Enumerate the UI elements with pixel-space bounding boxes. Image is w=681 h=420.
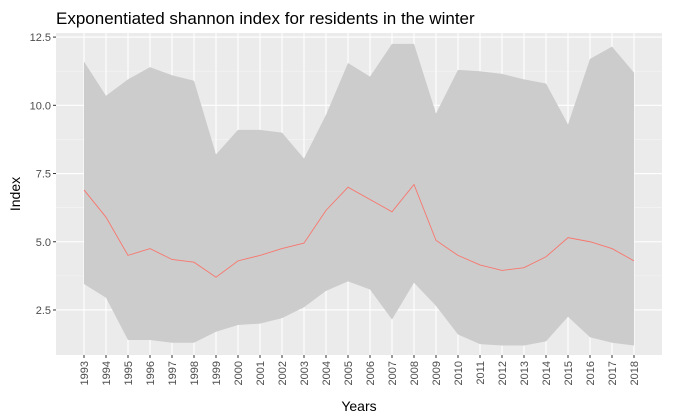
x-tick-label: 2003 <box>299 361 311 385</box>
x-tick-label: 2018 <box>629 361 641 385</box>
data-point <box>567 236 570 239</box>
x-tick-label: 1995 <box>123 361 135 385</box>
data-point <box>127 254 130 257</box>
data-point <box>171 258 174 261</box>
y-tick-label: 7.5 <box>36 169 51 181</box>
x-tick-label: 2007 <box>387 361 399 385</box>
y-axis: 2.5 5.0 7.5 10.0 12.5 <box>30 32 56 317</box>
x-tick-label: 2014 <box>541 361 553 385</box>
data-point <box>215 276 218 279</box>
x-tick-label: 2005 <box>343 361 355 385</box>
data-point <box>413 183 416 186</box>
chart-title: Exponentiated shannon index for resident… <box>56 9 475 28</box>
x-tick-label: 1997 <box>167 361 179 385</box>
x-tick-label: 2010 <box>453 361 465 385</box>
y-tick-label: 5.0 <box>36 237 51 249</box>
x-axis-title: Years <box>341 398 376 414</box>
series-layer <box>83 43 636 346</box>
data-point <box>479 263 482 266</box>
data-point <box>545 255 548 258</box>
data-point <box>369 198 372 201</box>
y-tick-label: 12.5 <box>30 32 51 44</box>
x-tick-label: 2008 <box>409 361 421 385</box>
data-point <box>149 247 152 250</box>
data-point <box>105 216 108 219</box>
x-axis: 1993 1994 1995 1996 1997 1998 1999 2000 2001 2002… <box>79 355 641 385</box>
data-point <box>523 266 526 269</box>
x-tick-label: 2001 <box>255 361 267 385</box>
data-point <box>259 254 262 257</box>
x-tick-label: 2012 <box>497 361 509 385</box>
x-tick-label: 2017 <box>607 361 619 385</box>
data-point <box>391 210 394 213</box>
x-tick-label: 2013 <box>519 361 531 385</box>
data-point <box>193 261 196 264</box>
data-point <box>281 247 284 250</box>
x-tick-label: 1993 <box>79 361 91 385</box>
x-tick-label: 1994 <box>101 361 113 385</box>
x-tick-label: 2016 <box>585 361 597 385</box>
data-point <box>457 254 460 257</box>
y-tick-label: 10.0 <box>30 100 51 112</box>
x-tick-label: 1996 <box>145 361 157 385</box>
y-tick-label: 2.5 <box>36 305 51 317</box>
x-tick-label: 2011 <box>475 361 487 385</box>
data-point <box>347 186 350 189</box>
x-tick-label: 2009 <box>431 361 443 385</box>
data-point <box>325 209 328 212</box>
x-tick-label: 2015 <box>563 361 575 385</box>
data-point <box>237 259 240 262</box>
data-point <box>501 269 504 272</box>
y-axis-title: Index <box>7 177 23 211</box>
x-tick-label: 1999 <box>211 361 223 385</box>
data-point <box>611 247 614 250</box>
confidence-ribbon <box>84 43 634 346</box>
data-point <box>589 240 592 243</box>
data-point <box>303 242 306 245</box>
series-line <box>83 183 635 278</box>
x-tick-label: 1998 <box>189 361 201 385</box>
x-tick-label: 2002 <box>277 361 289 385</box>
data-point <box>435 239 438 242</box>
x-tick-label: 2004 <box>321 361 333 385</box>
x-tick-label: 2000 <box>233 361 245 385</box>
data-point <box>83 188 86 191</box>
data-point <box>633 259 636 262</box>
x-tick-label: 2006 <box>365 361 377 385</box>
